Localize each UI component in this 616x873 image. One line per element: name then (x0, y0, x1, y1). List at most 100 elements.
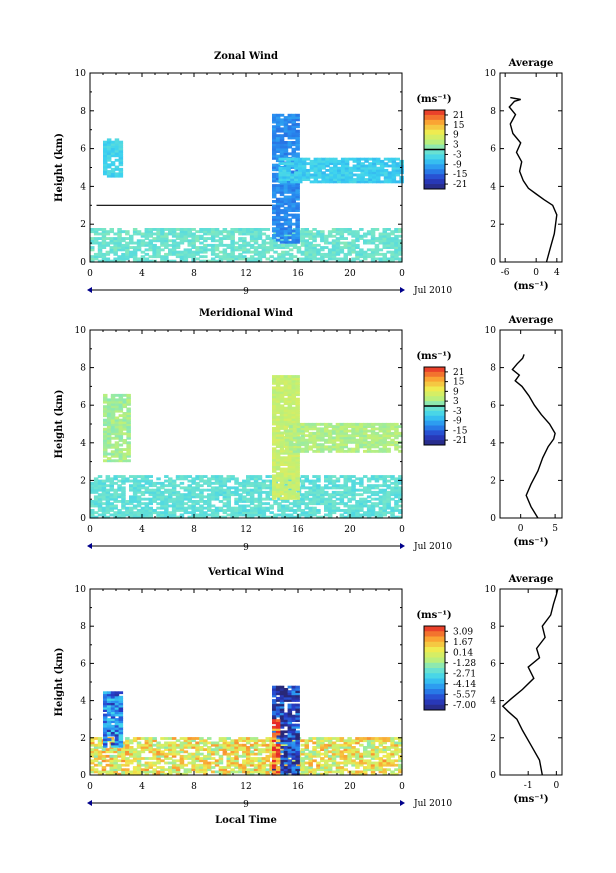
heatmap-cell (156, 511, 161, 515)
heatmap-cell (275, 379, 281, 383)
heatmap-cell (283, 386, 289, 390)
heatmap-cell (296, 436, 302, 440)
heatmap-cell (265, 770, 270, 774)
heatmap-cell (304, 239, 309, 243)
heatmap-cell (101, 495, 107, 499)
heatmap-cell (378, 509, 384, 512)
heatmap-cell (114, 416, 120, 420)
heatmap-cell (343, 252, 348, 256)
heatmap-cell (207, 488, 212, 492)
heatmap-cell (156, 752, 161, 756)
heatmap-cell (287, 418, 293, 421)
heatmap-cell (283, 481, 289, 485)
heatmap-cell (288, 509, 294, 512)
heatmap-cell (382, 754, 387, 758)
heatmap-cell (144, 502, 150, 506)
heatmap-cell (203, 500, 208, 503)
heatmap-cell (327, 737, 333, 740)
heatmap-cell (117, 513, 122, 517)
heatmap-cell (175, 770, 181, 774)
heatmap-cell (203, 754, 208, 758)
heatmap-cell (164, 484, 169, 488)
heatmap-cell (272, 132, 277, 135)
heatmap-cell (370, 431, 376, 435)
heatmap-cell (110, 727, 116, 730)
heatmap-cell (378, 511, 384, 515)
heatmap-cell (279, 481, 285, 485)
heatmap-cell (246, 490, 251, 494)
heatmap-cell (283, 490, 289, 494)
heatmap-cell (312, 759, 317, 763)
heatmap-cell (195, 237, 200, 240)
heatmap-cell (366, 754, 372, 758)
heatmap-cell (118, 742, 124, 746)
heatmap-cell (272, 186, 277, 190)
heatmap-cell (152, 255, 157, 259)
heatmap-cell (327, 248, 333, 252)
heatmap-cell (126, 448, 131, 451)
heatmap-cell (327, 757, 333, 760)
heatmap-cell (335, 490, 341, 494)
heatmap-cell (304, 743, 309, 747)
heatmap-cell (382, 506, 387, 510)
heatmap-cell (179, 232, 185, 236)
heatmap-cell (281, 259, 286, 263)
heatmap-cell (249, 761, 255, 765)
heatmap-cell (324, 239, 329, 243)
heatmap-cell (370, 234, 376, 238)
heatmap-cell (363, 431, 368, 435)
heatmap-cell (234, 757, 239, 760)
heatmap-cell (285, 250, 290, 254)
heatmap-cell (249, 763, 255, 767)
heatmap-cell (148, 757, 153, 760)
heatmap-cell (316, 234, 321, 238)
heatmap-cell (93, 228, 99, 231)
heatmap-cell (101, 502, 107, 506)
heatmap-cell (304, 434, 309, 438)
heatmap-cell (279, 197, 285, 201)
heatmap-cell (320, 741, 325, 745)
heatmap-cell (144, 509, 150, 512)
heatmap-cell (316, 743, 321, 747)
heatmap-cell (207, 493, 212, 497)
heatmap-cell (257, 257, 263, 261)
heatmap-cell (93, 754, 99, 758)
heatmap-cell (106, 163, 112, 167)
heatmap-cell (90, 248, 95, 252)
heatmap-cell (207, 484, 212, 488)
heatmap-cell (109, 477, 114, 481)
heatmap-cell (269, 504, 274, 508)
heatmap-cell (132, 511, 138, 515)
heatmap-cell (294, 166, 299, 170)
heatmap-cell (286, 159, 291, 163)
colorbar-segment (424, 371, 445, 378)
heatmap-cell (296, 763, 302, 767)
heatmap-cell (321, 157, 326, 161)
heatmap-cell (291, 134, 296, 138)
heatmap-cell (207, 228, 212, 231)
heatmap-cell (113, 761, 118, 765)
heatmap-cell (214, 234, 220, 238)
heatmap-cell (339, 737, 345, 740)
heatmap-cell (295, 147, 300, 151)
heatmap-cell (183, 486, 189, 490)
heatmap-cell (269, 511, 274, 515)
heatmap-cell (207, 230, 212, 234)
heatmap-cell (187, 484, 192, 488)
heatmap-cell (136, 743, 142, 747)
heatmap-cell (287, 476, 293, 480)
heatmap-cell (272, 113, 277, 117)
date-bar-left-marker (87, 543, 92, 549)
heatmap-cell (370, 477, 376, 481)
heatmap-cell (287, 494, 293, 498)
heatmap-cell (272, 712, 277, 716)
heatmap-cell (291, 240, 296, 244)
heatmap-cell (114, 407, 120, 411)
heatmap-cell (374, 257, 380, 261)
heatmap-cell (316, 495, 321, 499)
heatmap-cell (277, 504, 282, 508)
heatmap-cell (191, 477, 196, 481)
heatmap-cell (363, 761, 368, 765)
heatmap-cell (272, 145, 277, 149)
heatmap-cell (144, 746, 150, 749)
